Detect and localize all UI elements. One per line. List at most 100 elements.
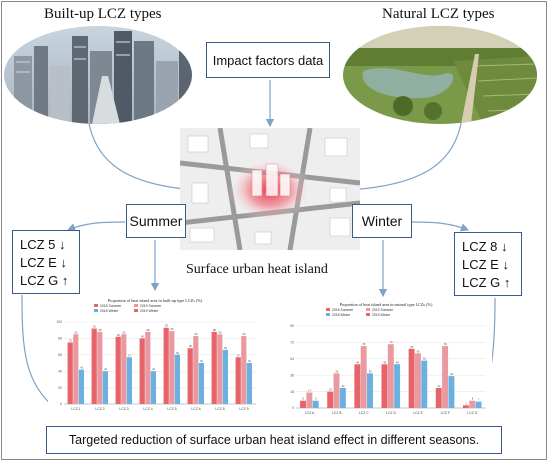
- legend-swatch: [94, 304, 98, 307]
- x-tick-label: LCZ 8: [215, 407, 224, 411]
- bar-value-label: 18: [329, 388, 332, 392]
- bar: [367, 373, 373, 408]
- bar: [169, 331, 175, 404]
- natural-landscape-image: [343, 26, 537, 124]
- bar: [217, 334, 223, 404]
- bar-value-label: 50: [200, 359, 203, 363]
- x-tick-label: LCZ 6: [191, 407, 200, 411]
- bar-value-label: 52: [423, 357, 426, 361]
- x-tick-label: LCZ E: [413, 411, 423, 415]
- bar-value-label: 83: [195, 332, 198, 336]
- y-tick-label: 72: [290, 341, 294, 345]
- builtup-heading: Built-up LCZ types: [44, 6, 162, 22]
- bar-value-label: 7: [478, 398, 480, 402]
- bar: [394, 364, 401, 408]
- bar-value-label: 85: [75, 330, 78, 334]
- legend-label: 2019 Summer: [140, 304, 162, 308]
- bar-value-label: 40: [152, 367, 155, 371]
- summer-lcz-row: LCZ 5 ↓: [20, 237, 66, 252]
- bar-value-label: 48: [383, 360, 386, 364]
- legend-label: 2018 Summer: [100, 304, 122, 308]
- bar: [102, 371, 108, 404]
- bar: [475, 401, 482, 408]
- bar-value-label: 50: [248, 359, 251, 363]
- legend-swatch: [134, 304, 138, 307]
- bar: [408, 348, 415, 408]
- winter-lcz-row: LCZ E ↓: [462, 257, 509, 272]
- legend-swatch: [134, 309, 138, 312]
- bar-value-label: 17: [308, 389, 311, 393]
- bar-value-label: 57: [237, 353, 240, 357]
- bar-value-label: 22: [438, 384, 441, 388]
- y-tick-label: 90: [290, 324, 294, 328]
- bar-value-label: 88: [147, 328, 150, 332]
- bar-value-label: 35: [450, 372, 453, 376]
- y-tick-label: 80: [58, 337, 62, 341]
- y-tick-label: 40: [58, 369, 62, 373]
- builtup-bar-chart: Proportion of heat island area in built-…: [56, 298, 256, 411]
- arrow-builtup-to-map: [87, 117, 197, 194]
- builtup-chart-panel: Proportion of heat island area in built-…: [48, 296, 262, 418]
- bar: [306, 392, 313, 408]
- bar: [235, 357, 241, 404]
- bar-value-label: 83: [243, 332, 246, 336]
- builtup-city-image: [4, 26, 192, 124]
- legend-swatch: [326, 308, 330, 311]
- bar-value-label: 8: [315, 397, 317, 401]
- legend-label: 2018 Winter: [332, 313, 351, 317]
- bar: [339, 387, 346, 408]
- bar: [198, 363, 204, 404]
- y-tick-label: 0: [60, 402, 62, 406]
- bar: [333, 373, 340, 408]
- arrow-summer-to-list: [66, 221, 126, 232]
- bar: [145, 331, 151, 404]
- summer-box: Summer: [126, 204, 186, 238]
- bar: [97, 331, 103, 404]
- summer-lcz-row: LCZ E ↓: [20, 255, 67, 270]
- legend-swatch: [94, 309, 98, 312]
- y-tick-label: 54: [290, 357, 294, 361]
- arrow-winter-to-list: [411, 221, 470, 232]
- y-tick-label: 18: [290, 390, 294, 394]
- bar-value-label: 82: [117, 333, 120, 337]
- bar: [115, 336, 121, 404]
- y-tick-label: 60: [58, 353, 62, 357]
- bar: [414, 353, 421, 408]
- bar: [354, 364, 361, 408]
- bar: [381, 364, 388, 408]
- x-tick-label: LCZ 9: [239, 407, 248, 411]
- legend-swatch: [326, 313, 330, 316]
- x-tick-label: LCZ D: [386, 411, 396, 415]
- bar-value-label: 22: [342, 384, 345, 388]
- bar-value-label: 65: [410, 345, 413, 349]
- bar: [442, 346, 449, 408]
- bar: [163, 327, 169, 404]
- legend-swatch: [366, 308, 370, 311]
- bar-value-label: 48: [396, 360, 399, 364]
- bar: [78, 369, 84, 404]
- winter-lcz-row: LCZ 8 ↓: [462, 239, 508, 254]
- bar: [435, 387, 442, 408]
- x-tick-label: LCZ 3: [119, 407, 128, 411]
- x-tick-label: LCZ B: [332, 411, 342, 415]
- y-tick-label: 20: [58, 386, 62, 390]
- bar-value-label: 57: [128, 353, 131, 357]
- bar: [462, 405, 469, 408]
- bar-value-label: 60: [417, 349, 420, 353]
- bar: [67, 342, 73, 404]
- conclusion-box: Targeted reduction of surface urban heat…: [46, 426, 502, 454]
- bar-value-label: 75: [69, 339, 72, 343]
- bar-value-label: 38: [335, 369, 338, 373]
- bar: [448, 376, 455, 408]
- legend-label: 2019 Winter: [372, 313, 391, 317]
- bar-value-label: 8: [303, 397, 305, 401]
- bar: [187, 348, 193, 404]
- bar: [174, 354, 180, 404]
- bar-value-label: 60: [176, 351, 179, 355]
- bar: [241, 335, 247, 404]
- bar-value-label: 42: [80, 366, 83, 370]
- bar-value-label: 68: [189, 344, 192, 348]
- natural-heading: Natural LCZ types: [382, 6, 495, 22]
- bar-value-label: 3: [465, 401, 467, 405]
